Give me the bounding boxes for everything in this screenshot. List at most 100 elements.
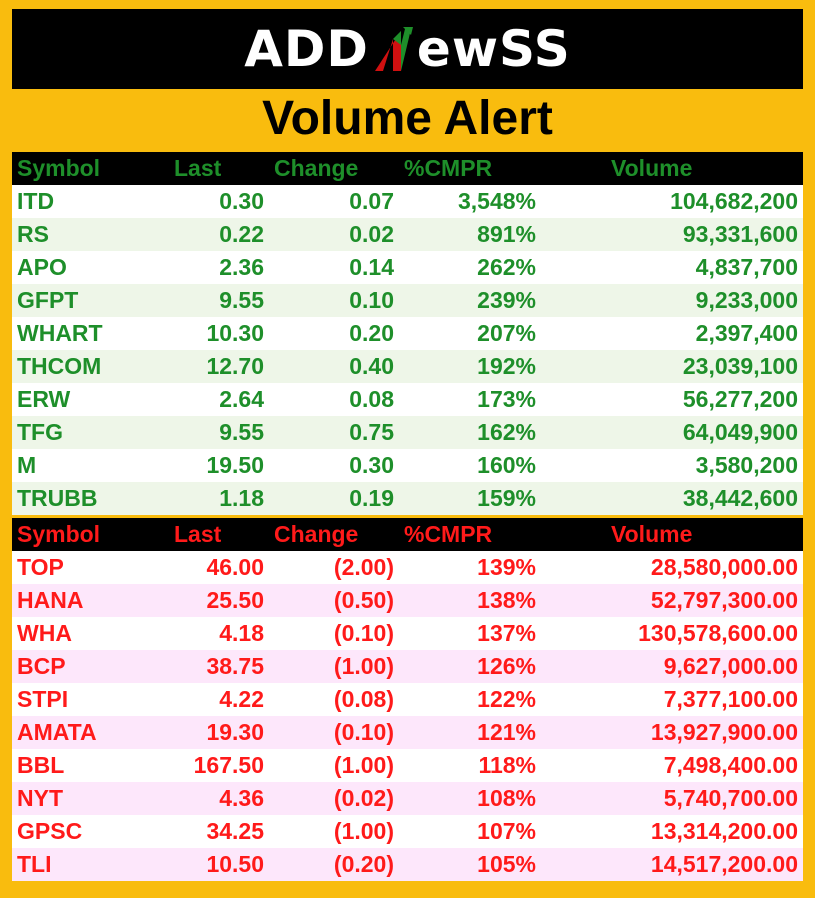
cell-symbol: TOP xyxy=(17,554,64,580)
cell-cmpr: 262% xyxy=(477,254,536,280)
table-row: BCP 38.75 (1.00) 126% 9,627,000.00 xyxy=(12,650,803,683)
cell-symbol: RS xyxy=(17,221,49,247)
brand-prefix: ADD xyxy=(244,20,369,78)
header-volume: Volume xyxy=(541,152,803,185)
page-title: Volume Alert xyxy=(262,92,553,145)
cell-last: 9.55 xyxy=(219,419,264,445)
table-row: TOP 46.00 (2.00) 139% 28,580,000.00 xyxy=(12,551,803,584)
header-cmpr: %CMPR xyxy=(399,152,541,185)
cell-volume: 56,277,200 xyxy=(682,386,798,412)
cell-last: 4.18 xyxy=(219,620,264,646)
cell-change: 0.40 xyxy=(349,353,394,379)
cell-change: (0.10) xyxy=(333,719,394,745)
cell-change: 0.14 xyxy=(349,254,394,280)
brand-suffix: ewSS xyxy=(416,20,571,78)
logo-banner: ADD ewSS xyxy=(12,9,803,89)
cell-volume: 5,740,700.00 xyxy=(663,785,798,811)
cell-change: (0.10) xyxy=(333,620,394,646)
cell-last: 10.30 xyxy=(206,320,264,346)
cell-change: (0.08) xyxy=(333,686,394,712)
table-row: BBL 167.50 (1.00) 118% 7,498,400.00 xyxy=(12,749,803,782)
cell-cmpr: 118% xyxy=(478,752,536,778)
table-row: THCOM 12.70 0.40 192% 23,039,100 xyxy=(12,350,803,383)
header-change: Change xyxy=(269,518,399,551)
cell-cmpr: 122% xyxy=(477,686,536,712)
cell-cmpr: 159% xyxy=(477,485,536,511)
cell-cmpr: 192% xyxy=(477,353,536,379)
table-row: NYT 4.36 (0.02) 108% 5,740,700.00 xyxy=(12,782,803,815)
cell-cmpr: 126% xyxy=(477,653,536,679)
cell-symbol: AMATA xyxy=(17,719,97,745)
cell-last: 19.30 xyxy=(206,719,264,745)
cell-volume: 52,797,300.00 xyxy=(650,587,798,613)
cell-change: (2.00) xyxy=(333,554,394,580)
header-symbol: Symbol xyxy=(12,518,142,551)
cell-cmpr: 162% xyxy=(477,419,536,445)
losers-header-row: Symbol Last Change %CMPR Volume xyxy=(12,518,803,551)
cell-cmpr: 121% xyxy=(477,719,536,745)
cell-change: 0.19 xyxy=(349,485,394,511)
table-row: APO 2.36 0.14 262% 4,837,700 xyxy=(12,251,803,284)
table-row: HANA 25.50 (0.50) 138% 52,797,300.00 xyxy=(12,584,803,617)
cell-cmpr: 105% xyxy=(477,851,536,877)
cell-last: 4.36 xyxy=(219,785,264,811)
cell-change: 0.30 xyxy=(349,452,394,478)
cell-last: 12.70 xyxy=(206,353,264,379)
cell-volume: 14,517,200.00 xyxy=(650,851,798,877)
table-row: TRUBB 1.18 0.19 159% 38,442,600 xyxy=(12,482,803,515)
cell-last: 25.50 xyxy=(206,587,264,613)
brand-logo: ADD ewSS xyxy=(244,20,571,78)
table-row: ERW 2.64 0.08 173% 56,277,200 xyxy=(12,383,803,416)
cell-symbol: NYT xyxy=(17,785,63,811)
gainers-table: Symbol Last Change %CMPR Volume ITD 0.30 0… xyxy=(12,152,803,515)
cell-volume: 64,049,900 xyxy=(682,419,798,445)
cell-symbol: THCOM xyxy=(17,353,102,379)
cell-change: (0.20) xyxy=(333,851,394,877)
cell-symbol: ERW xyxy=(17,386,71,412)
table-row: WHART 10.30 0.20 207% 2,397,400 xyxy=(12,317,803,350)
cell-volume: 4,837,700 xyxy=(695,254,798,280)
cell-last: 2.64 xyxy=(219,386,264,412)
cell-symbol: BCP xyxy=(17,653,66,679)
cell-volume: 38,442,600 xyxy=(682,485,798,511)
cell-symbol: TRUBB xyxy=(17,485,98,511)
cell-change: 0.20 xyxy=(349,320,394,346)
cell-change: 0.02 xyxy=(349,221,394,247)
cell-last: 0.30 xyxy=(219,188,264,214)
cell-last: 34.25 xyxy=(206,818,264,844)
table-row: ITD 0.30 0.07 3,548% 104,682,200 xyxy=(12,185,803,218)
cell-last: 0.22 xyxy=(219,221,264,247)
cell-volume: 13,927,900.00 xyxy=(650,719,798,745)
cell-change: (0.02) xyxy=(333,785,394,811)
cell-cmpr: 137% xyxy=(477,620,536,646)
cell-symbol: ITD xyxy=(17,188,55,214)
cell-symbol: TFG xyxy=(17,419,63,445)
cell-cmpr: 891% xyxy=(477,221,536,247)
header-symbol: Symbol xyxy=(12,152,142,185)
cell-symbol: TLI xyxy=(17,851,52,877)
cell-symbol: M xyxy=(17,452,37,478)
header-last: Last xyxy=(142,152,269,185)
table-row: WHA 4.18 (0.10) 137% 130,578,600.00 xyxy=(12,617,803,650)
cell-last: 4.22 xyxy=(219,686,264,712)
cell-symbol: STPI xyxy=(17,686,69,712)
cell-change: (1.00) xyxy=(333,818,394,844)
header-last: Last xyxy=(142,518,269,551)
table-row: M 19.50 0.30 160% 3,580,200 xyxy=(12,449,803,482)
cell-change: (0.50) xyxy=(333,587,394,613)
table-row: AMATA 19.30 (0.10) 121% 13,927,900.00 xyxy=(12,716,803,749)
cell-last: 10.50 xyxy=(206,851,264,877)
cell-cmpr: 207% xyxy=(477,320,536,346)
table-row: GPSC 34.25 (1.00) 107% 13,314,200.00 xyxy=(12,815,803,848)
cell-cmpr: 160% xyxy=(477,452,536,478)
cell-last: 38.75 xyxy=(206,653,264,679)
cell-change: 0.75 xyxy=(349,419,394,445)
cell-symbol: BBL xyxy=(17,752,65,778)
table-row: GFPT 9.55 0.10 239% 9,233,000 xyxy=(12,284,803,317)
gainers-header-row: Symbol Last Change %CMPR Volume xyxy=(12,152,803,185)
table-row: TLI 10.50 (0.20) 105% 14,517,200.00 xyxy=(12,848,803,881)
header-change: Change xyxy=(269,152,399,185)
table-row: STPI 4.22 (0.08) 122% 7,377,100.00 xyxy=(12,683,803,716)
cell-change: (1.00) xyxy=(333,653,394,679)
losers-table: Symbol Last Change %CMPR Volume TOP 46.00… xyxy=(12,518,803,881)
